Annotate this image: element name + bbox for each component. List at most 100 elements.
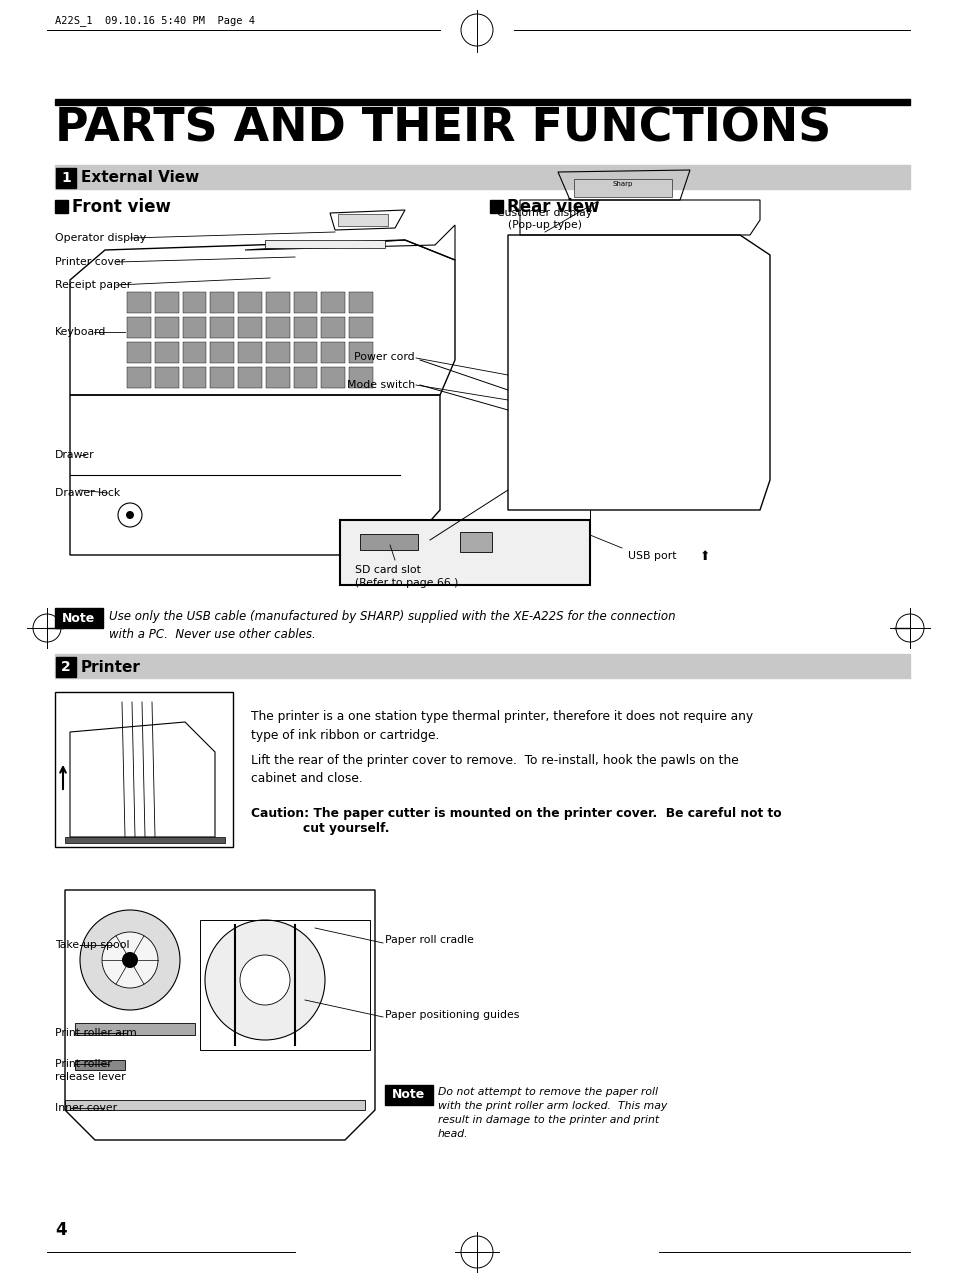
Bar [266, 292, 290, 312]
Circle shape [102, 932, 158, 988]
Text: Printer: Printer [81, 660, 141, 674]
Text: Rear view: Rear view [506, 198, 598, 216]
Bar [266, 318, 290, 338]
Bar [294, 292, 317, 312]
Polygon shape [65, 837, 225, 844]
Bar [459, 532, 492, 552]
Bar [182, 318, 206, 338]
Bar [127, 318, 151, 338]
Bar [266, 342, 290, 363]
Text: SD card slot: SD card slot [355, 565, 420, 575]
Bar [294, 318, 317, 338]
Bar [55, 608, 103, 628]
Text: Paper positioning guides: Paper positioning guides [385, 1010, 518, 1020]
Bar [321, 367, 345, 388]
Bar [210, 342, 233, 363]
Bar [321, 292, 345, 312]
Bar [127, 342, 151, 363]
Bar [182, 367, 206, 388]
Text: Use only the USB cable (manufactured by SHARP) supplied with the XE-A22S for the: Use only the USB cable (manufactured by … [109, 610, 675, 642]
Text: Inner cover: Inner cover [55, 1103, 117, 1112]
Bar [339, 520, 589, 585]
Bar [55, 99, 909, 105]
Bar [210, 318, 233, 338]
Text: Front view: Front view [71, 198, 171, 216]
Bar [75, 1022, 194, 1035]
Text: A22S_1  09.10.16 5:40 PM  Page 4: A22S_1 09.10.16 5:40 PM Page 4 [55, 15, 254, 26]
Bar [154, 292, 178, 312]
Text: ⬆: ⬆ [700, 549, 710, 562]
Bar [265, 240, 385, 248]
Text: Keyboard: Keyboard [55, 327, 107, 337]
Text: 4: 4 [55, 1220, 67, 1238]
Bar [294, 367, 317, 388]
Bar [337, 213, 388, 226]
Circle shape [80, 910, 180, 1010]
Text: Power cord: Power cord [354, 352, 415, 361]
Text: Receipt paper: Receipt paper [55, 280, 132, 291]
Text: release lever: release lever [55, 1073, 126, 1082]
Bar [127, 292, 151, 312]
Circle shape [126, 511, 133, 520]
Text: Take-up spool: Take-up spool [55, 940, 130, 950]
Bar [238, 292, 262, 312]
Text: Note: Note [62, 612, 95, 625]
Bar [349, 292, 373, 312]
Text: 1: 1 [61, 171, 71, 185]
Circle shape [205, 919, 325, 1040]
Text: USB port: USB port [627, 550, 676, 561]
Text: Print roller: Print roller [55, 1058, 112, 1069]
Bar [238, 318, 262, 338]
Bar [574, 179, 671, 197]
Text: Printer cover: Printer cover [55, 257, 125, 267]
Bar [266, 367, 290, 388]
Bar [154, 342, 178, 363]
Text: Drawer lock: Drawer lock [55, 487, 120, 498]
Bar [359, 534, 417, 550]
Text: The printer is a one station type thermal printer, therefore it does not require: The printer is a one station type therma… [251, 710, 752, 742]
Text: (Pop-up type): (Pop-up type) [507, 220, 581, 230]
Text: Do not attempt to remove the paper roll
with the print roller arm locked.  This : Do not attempt to remove the paper roll … [437, 1087, 666, 1139]
Text: Mode switch: Mode switch [347, 379, 415, 390]
Bar [321, 342, 345, 363]
Bar [349, 318, 373, 338]
Bar [321, 318, 345, 338]
Bar [490, 201, 502, 213]
Circle shape [240, 955, 290, 1004]
Bar [182, 342, 206, 363]
Bar [55, 692, 233, 847]
Text: Caution: The paper cutter is mounted on the printer cover.  Be careful not to: Caution: The paper cutter is mounted on … [251, 808, 781, 820]
Text: Drawer: Drawer [55, 450, 94, 460]
Text: External View: External View [81, 171, 199, 185]
Bar [294, 342, 317, 363]
Bar [65, 1100, 365, 1110]
Bar [55, 201, 68, 213]
Text: 2: 2 [61, 660, 71, 674]
Bar [210, 367, 233, 388]
Bar [349, 342, 373, 363]
Text: Customer display: Customer display [497, 208, 592, 219]
Bar [55, 165, 909, 189]
Text: (Refer to page 66.): (Refer to page 66.) [355, 577, 457, 588]
Bar [75, 1060, 125, 1070]
Text: Print roller arm: Print roller arm [55, 1028, 136, 1038]
Bar [56, 168, 76, 188]
Text: Lift the rear of the printer cover to remove.  To re-install, hook the pawls on : Lift the rear of the printer cover to re… [251, 754, 738, 786]
Bar [238, 342, 262, 363]
Bar [210, 292, 233, 312]
Bar [154, 367, 178, 388]
Bar [349, 367, 373, 388]
Bar [182, 292, 206, 312]
Circle shape [122, 952, 138, 968]
Bar [154, 318, 178, 338]
Text: Paper roll cradle: Paper roll cradle [385, 935, 474, 945]
Text: PARTS AND THEIR FUNCTIONS: PARTS AND THEIR FUNCTIONS [55, 105, 830, 150]
Bar [385, 1085, 433, 1105]
Text: Note: Note [392, 1088, 425, 1102]
Bar [127, 367, 151, 388]
Text: cut yourself.: cut yourself. [303, 822, 389, 835]
Text: Sharp: Sharp [612, 181, 633, 186]
Bar [238, 367, 262, 388]
Bar [55, 655, 909, 678]
Text: Operator display: Operator display [55, 233, 146, 243]
